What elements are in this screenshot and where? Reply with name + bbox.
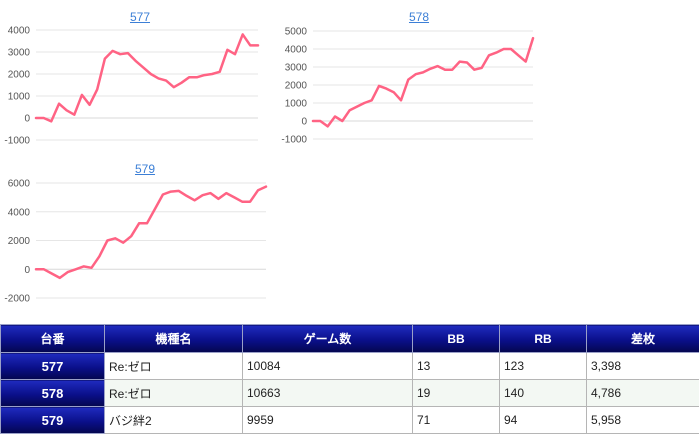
table-row: 578 Re:ゼロ 10663 19 140 4,786 — [0, 379, 699, 407]
chart-579-plot: -2000 0 2000 4000 6000 — [4, 179, 268, 305]
rb-cell: 140 — [499, 379, 587, 407]
chart-579: 579 -2000 0 2000 4000 6000 — [0, 160, 270, 310]
y-tick-label: 4000 — [8, 207, 31, 218]
series-line — [311, 36, 535, 128]
difference-cell: 3,398 — [586, 352, 699, 380]
y-tick-label: 0 — [301, 117, 307, 128]
game-count-cell: 10663 — [242, 379, 413, 407]
y-tick-label: 2000 — [285, 81, 308, 92]
y-tick-label: 0 — [24, 114, 30, 125]
bb-cell: 71 — [412, 406, 500, 434]
y-tick-label: -1000 — [281, 135, 307, 146]
header-machine-number: 台番 — [0, 324, 105, 353]
series-line — [34, 33, 260, 123]
chart-577-plot: -1000 0 1000 2000 3000 4000 — [4, 26, 260, 147]
bb-cell: 13 — [412, 352, 500, 380]
machine-number-cell[interactable]: 578 — [0, 379, 105, 407]
header-game-count: ゲーム数 — [242, 324, 413, 353]
chart-title-579[interactable]: 579 — [134, 162, 156, 176]
y-tick-label: 3000 — [285, 63, 308, 74]
y-tick-label: 1000 — [285, 99, 308, 110]
game-count-cell: 10084 — [242, 352, 413, 380]
header-machine-name: 機種名 — [104, 324, 243, 353]
y-tick-label: -2000 — [4, 294, 30, 305]
machine-number-cell[interactable]: 579 — [0, 406, 105, 434]
chart-577: 577 -1000 0 1000 2000 3000 4000 — [0, 8, 270, 148]
y-tick-label: 3000 — [8, 48, 31, 59]
difference-cell: 5,958 — [586, 406, 699, 434]
y-tick-label: 5000 — [285, 27, 308, 38]
chart-578-plot: -1000 0 1000 2000 3000 4000 5000 — [281, 27, 535, 146]
machine-table: 台番 機種名 ゲーム数 BB RB 差枚 577 Re:ゼロ 10084 13 … — [0, 324, 699, 434]
chart-578: 578 -1000 0 1000 2000 3000 4000 5000 — [275, 8, 545, 148]
chart-title-578[interactable]: 578 — [408, 10, 430, 24]
table-row: 577 Re:ゼロ 10084 13 123 3,398 — [0, 352, 699, 380]
table-row: 579 バジ絆2 9959 71 94 5,958 — [0, 406, 699, 434]
machine-name-cell: バジ絆2 — [104, 406, 243, 434]
rb-cell: 94 — [499, 406, 587, 434]
chart-title-577[interactable]: 577 — [129, 10, 151, 24]
header-bb: BB — [412, 324, 500, 353]
y-tick-label: 4000 — [8, 26, 31, 37]
bb-cell: 19 — [412, 379, 500, 407]
header-difference: 差枚 — [586, 324, 699, 353]
header-rb: RB — [499, 324, 587, 353]
y-tick-label: 0 — [24, 265, 30, 276]
machine-name-cell: Re:ゼロ — [104, 352, 243, 380]
series-line — [34, 185, 268, 280]
difference-cell: 4,786 — [586, 379, 699, 407]
rb-cell: 123 — [499, 352, 587, 380]
game-count-cell: 9959 — [242, 406, 413, 434]
y-tick-label: 6000 — [8, 179, 31, 190]
y-tick-label: 4000 — [285, 45, 308, 56]
y-tick-label: -1000 — [4, 136, 30, 147]
machine-name-cell: Re:ゼロ — [104, 379, 243, 407]
table-header-row: 台番 機種名 ゲーム数 BB RB 差枚 — [0, 324, 699, 353]
machine-number-cell[interactable]: 577 — [0, 352, 105, 380]
y-tick-label: 2000 — [8, 236, 31, 247]
y-tick-label: 2000 — [8, 70, 31, 81]
y-tick-label: 1000 — [8, 92, 31, 103]
